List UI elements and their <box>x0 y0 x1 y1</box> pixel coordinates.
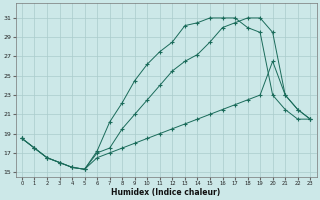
X-axis label: Humidex (Indice chaleur): Humidex (Indice chaleur) <box>111 188 221 197</box>
